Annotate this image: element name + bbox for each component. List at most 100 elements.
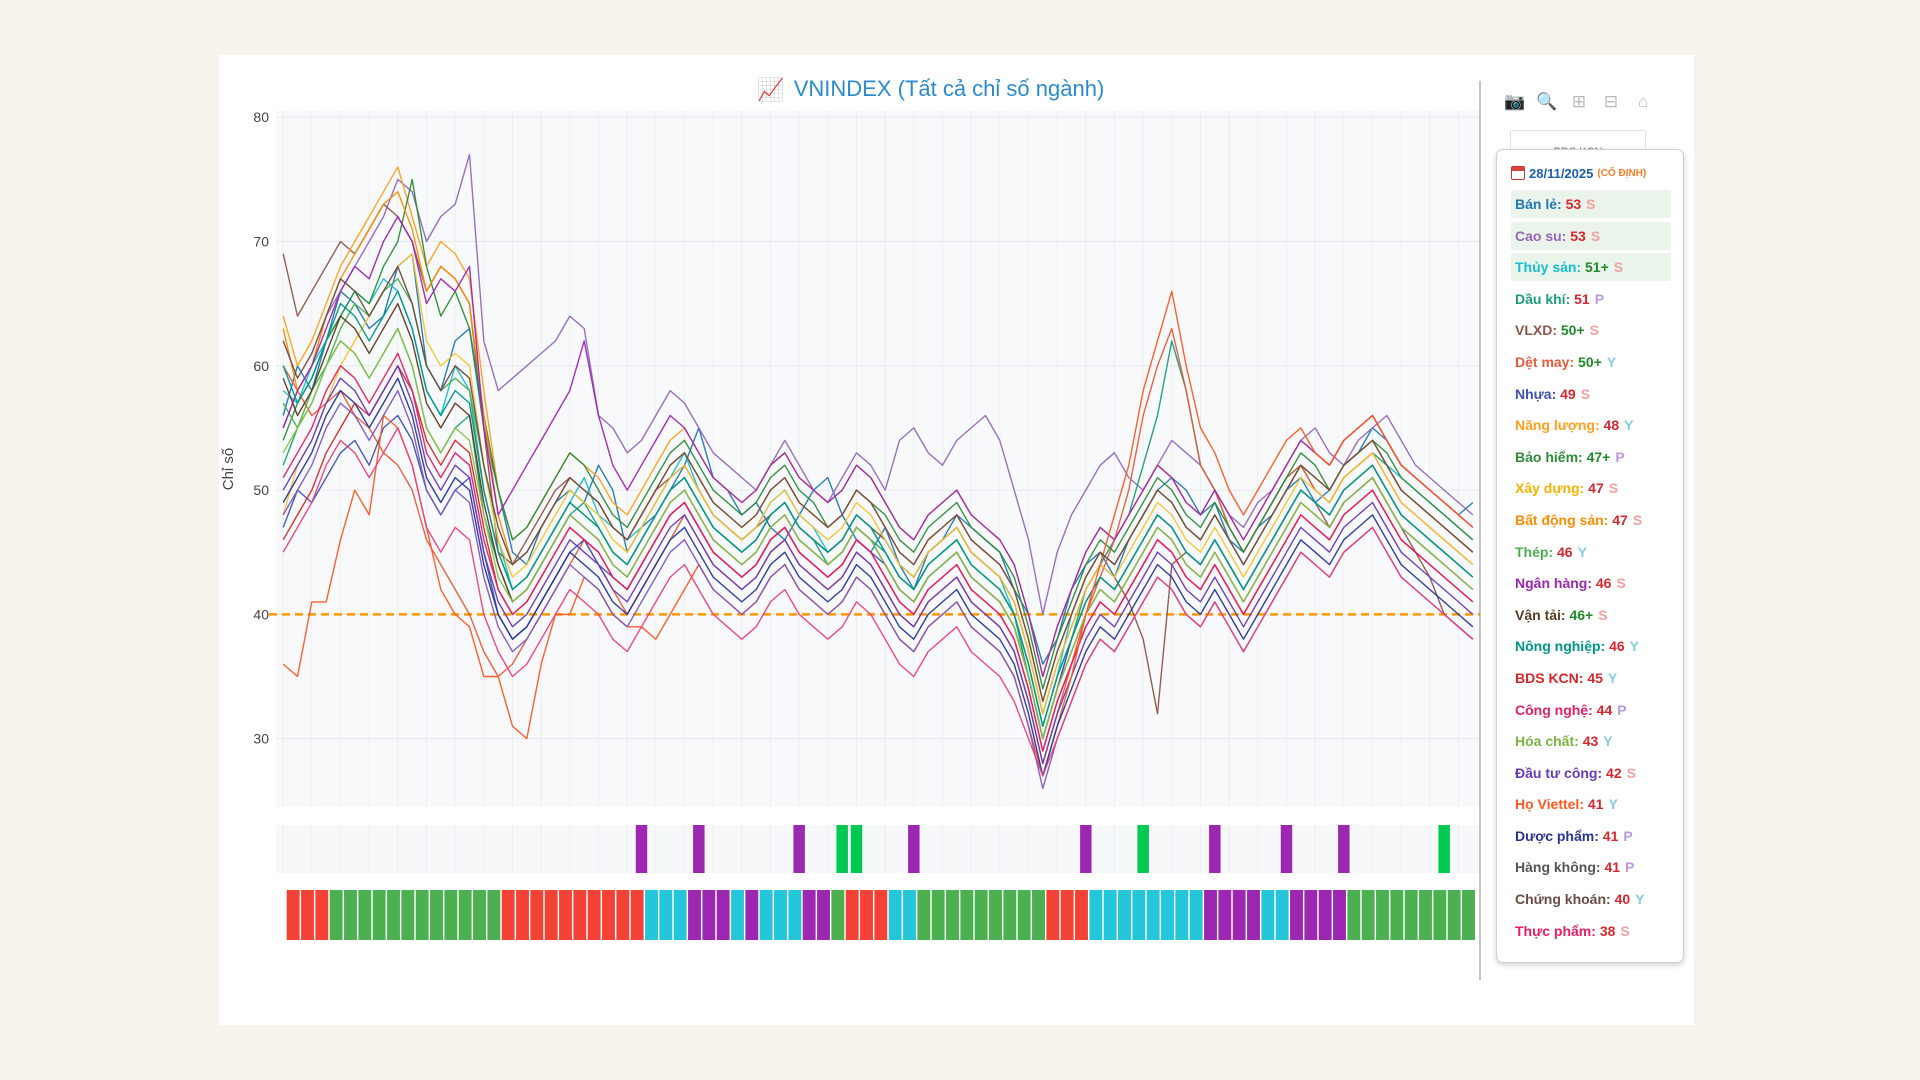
state-cell	[759, 890, 773, 940]
tooltip-row: VLXD: 50+ S	[1511, 316, 1671, 344]
tooltip-row: Dược phẩm: 41 P	[1511, 822, 1671, 850]
state-cell	[1204, 890, 1217, 940]
state-cell	[415, 890, 429, 940]
state-cell	[1247, 890, 1260, 940]
signal-bar	[793, 825, 805, 873]
state-cell	[1447, 890, 1461, 940]
state-cell	[1433, 890, 1447, 940]
tooltip-row: Thực phẩm: 38 S	[1511, 917, 1671, 945]
hover-tooltip: 28/11/2025 (CỐ ĐỊNH) Bán lẻ: 53 S Cao su: …	[1496, 149, 1684, 963]
tooltip-sector-name: Bán lẻ:	[1515, 196, 1566, 212]
chart-title: VNINDEX (Tất cả chỉ số ngành)	[794, 76, 1105, 101]
y-tick-label: 50	[253, 482, 269, 498]
tooltip-sector-value: 49	[1560, 385, 1576, 402]
tooltip-sector-value: 42	[1606, 764, 1622, 781]
series-line	[282, 427, 1474, 777]
tooltip-sector-value: 50+	[1578, 353, 1602, 370]
tooltip-sector-value: 51	[1574, 290, 1590, 307]
tooltip-sector-tag: P	[1615, 448, 1625, 465]
signal-bar	[1080, 825, 1092, 873]
signal-bar	[693, 825, 705, 873]
state-cell	[286, 890, 300, 940]
tooltip-row: Nông nghiệp: 46 Y	[1511, 632, 1671, 660]
state-cell	[659, 890, 673, 940]
state-cell	[1161, 890, 1174, 940]
state-cell	[587, 890, 601, 940]
zoom-in-icon[interactable]: ⊞	[1571, 92, 1587, 111]
tooltip-sector-value: 47	[1588, 480, 1604, 497]
y-tick-label: 80	[253, 109, 269, 125]
state-cell	[473, 890, 486, 940]
state-cell	[1462, 890, 1475, 940]
state-cell	[1089, 890, 1103, 940]
state-cell	[1146, 890, 1160, 940]
tooltip-sector-tag: P	[1625, 859, 1635, 876]
tooltip-sector-tag: P	[1617, 701, 1627, 718]
tooltip-sector-tag: Y	[1608, 796, 1618, 813]
state-cell	[530, 890, 544, 940]
state-cell	[1261, 890, 1275, 940]
tooltip-row: BDS KCN: 45 Y	[1511, 664, 1671, 692]
tooltip-sector-name: Xây dựng:	[1515, 480, 1589, 497]
state-cell	[544, 890, 558, 940]
signal-strip-background	[276, 825, 1480, 873]
state-cell	[487, 890, 501, 940]
state-cell	[1232, 890, 1246, 940]
state-cell	[774, 890, 787, 940]
y-axis-label: Chỉ số	[220, 447, 237, 490]
tooltip-sector-value: 53	[1565, 196, 1582, 212]
tooltip-fixed-label: (CỐ ĐỊNH)	[1597, 167, 1647, 179]
modebar: 📷 🔍 ⊞ ⊟ ⌂	[1504, 91, 1654, 113]
tooltip-sector-name: Chứng khoán:	[1515, 891, 1615, 908]
series-line	[282, 265, 1474, 703]
tooltip-sector-value: 41	[1587, 796, 1604, 813]
state-cell	[1032, 890, 1045, 940]
state-cell	[573, 890, 587, 940]
tooltip-sector-tag: S	[1608, 480, 1619, 497]
state-cell	[458, 890, 472, 940]
state-cell	[1404, 890, 1418, 940]
state-cell	[716, 890, 730, 940]
home-icon[interactable]: ⌂	[1637, 92, 1649, 111]
state-cell	[903, 890, 916, 940]
camera-icon[interactable]: 📷	[1504, 92, 1526, 111]
tooltip-sector-name: VLXD:	[1515, 322, 1561, 339]
state-cell	[1333, 890, 1346, 940]
signal-bar	[836, 825, 848, 873]
state-cell	[946, 890, 959, 940]
tooltip-sector-value: 45	[1587, 669, 1603, 686]
tooltip-sector-value: 46	[1557, 543, 1573, 560]
state-cell	[1218, 890, 1232, 940]
zoom-out-icon[interactable]: ⊟	[1603, 92, 1619, 111]
tooltip-sector-name: Thép:	[1515, 543, 1557, 560]
state-cell	[917, 890, 931, 940]
tooltip-sector-name: Năng lượng:	[1515, 417, 1604, 434]
tooltip-sector-value: 53	[1570, 227, 1586, 244]
signal-strip	[276, 825, 1480, 873]
state-cell	[802, 890, 816, 940]
state-cell	[888, 890, 902, 940]
tooltip-row: Ngân hàng: 46 S	[1511, 569, 1671, 597]
tooltip-row: Thủy sản: 51+ S	[1511, 253, 1671, 282]
tooltip-sector-name: Nông nghiệp:	[1515, 638, 1610, 655]
y-tick-label: 40	[253, 606, 269, 622]
tooltip-sector-value: 43	[1582, 733, 1599, 750]
tooltip-row: Năng lượng: 48 Y	[1511, 411, 1671, 439]
series-line	[282, 215, 1474, 678]
tooltip-sector-value: 46	[1609, 638, 1625, 655]
chart-canvas[interactable]: 30 40 50 60 70 80 📈 VNINDEX (Tất cả chỉ số ng…	[219, 55, 1694, 1025]
zoom-icon[interactable]: 🔍	[1536, 92, 1558, 111]
tooltip-sector-name: BDS KCN:	[1515, 669, 1588, 686]
state-cell	[516, 890, 529, 940]
state-cell	[602, 890, 615, 940]
tooltip-row: Chứng khoán: 40 Y	[1511, 885, 1671, 913]
state-cell	[401, 890, 415, 940]
tooltip-row: Hàng không: 41 P	[1511, 853, 1671, 881]
tooltip-sector-tag: S	[1626, 764, 1636, 781]
tooltip-date-row: 28/11/2025 (CỐ ĐỊNH)	[1511, 164, 1671, 182]
tooltip-date: 28/11/2025	[1529, 165, 1594, 181]
state-cell	[673, 890, 687, 940]
tooltip-sector-tag: S	[1613, 259, 1624, 276]
y-axis: 30 40 50 60 70 80	[253, 109, 269, 746]
tooltip-sector-value: 41	[1602, 827, 1619, 844]
